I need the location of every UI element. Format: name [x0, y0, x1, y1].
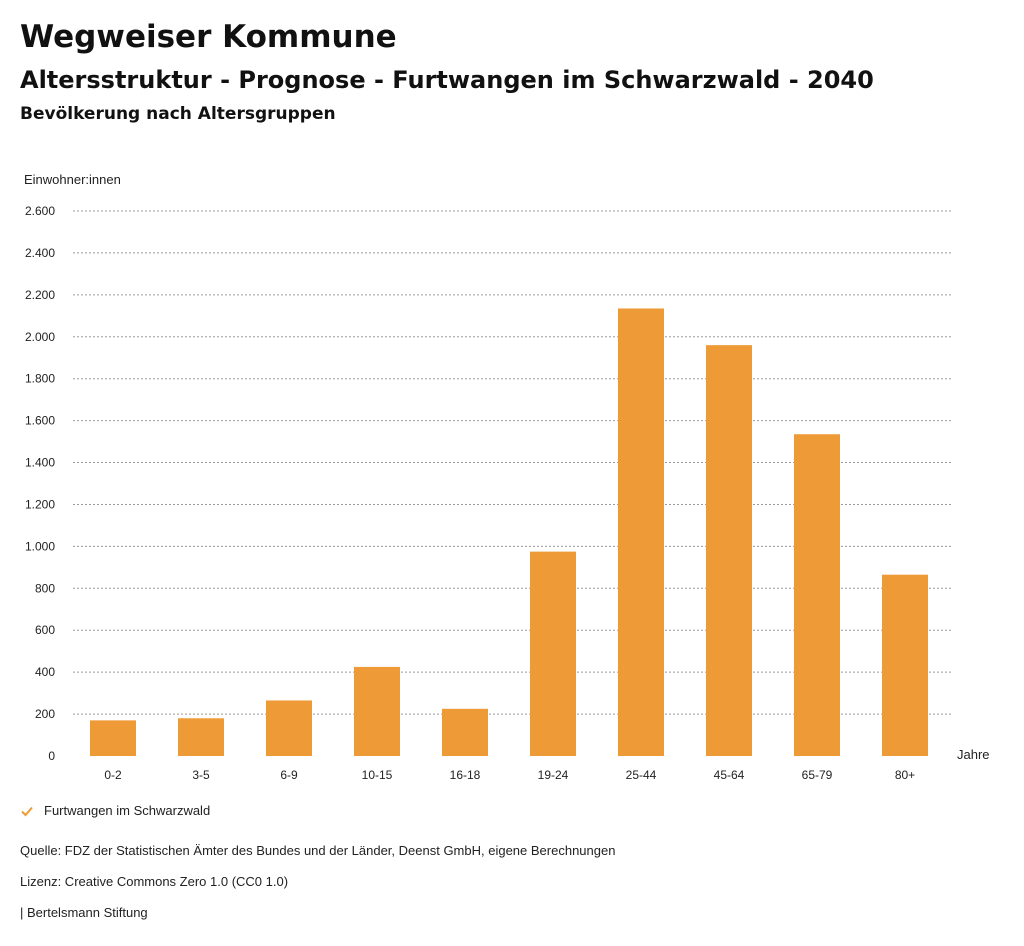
license-note: Lizenz: Creative Commons Zero 1.0 (CC0 1…	[20, 874, 289, 889]
legend-label: Furtwangen im Schwarzwald	[44, 803, 211, 818]
x-tick-label: 3-5	[192, 768, 210, 782]
y-tick-label: 400	[35, 665, 55, 679]
x-axis-title: Jahre	[957, 747, 990, 762]
bar-65-79[interactable]	[794, 434, 840, 756]
bar-chart: Einwohner:innen Jahre 0 200 400 600 800 1.000…	[24, 172, 990, 782]
x-tick-label: 45-64	[714, 768, 745, 782]
x-axis-ticks: 0-2 3-5 6-9 10-15 16-18 19-24 25-44 45-64 65-79 8…	[104, 768, 915, 782]
page-title: Wegweiser Kommune	[20, 19, 397, 55]
y-tick-label: 1.200	[25, 497, 55, 511]
x-tick-label: 0-2	[104, 768, 122, 782]
source-note: Quelle: FDZ der Statistischen Ämter des …	[20, 843, 616, 858]
y-tick-label: 800	[35, 581, 55, 595]
bar-3-5[interactable]	[178, 718, 224, 756]
y-tick-label: 2.400	[25, 246, 55, 260]
x-tick-label: 10-15	[362, 768, 393, 782]
x-tick-label: 6-9	[280, 768, 298, 782]
y-tick-label: 1.600	[25, 414, 55, 428]
y-axis-title: Einwohner:innen	[24, 172, 121, 187]
x-tick-label: 80+	[895, 768, 915, 782]
y-tick-label: 0	[48, 749, 55, 763]
bar-10-15[interactable]	[354, 666, 400, 756]
bar-80+[interactable]	[882, 574, 928, 756]
chart-subtitle: Altersstruktur - Prognose - Furtwangen i…	[20, 66, 874, 94]
y-tick-label: 2.200	[25, 288, 55, 302]
bars	[90, 308, 928, 756]
x-tick-label: 16-18	[450, 768, 481, 782]
brand-note: | Bertelsmann Stiftung	[20, 905, 148, 920]
bar-25-44[interactable]	[618, 308, 664, 756]
legend-item[interactable]: Furtwangen im Schwarzwald	[20, 803, 210, 818]
y-tick-label: 1.000	[25, 539, 55, 553]
bar-6-9[interactable]	[266, 700, 312, 756]
x-tick-label: 25-44	[626, 768, 657, 782]
check-icon	[21, 806, 33, 816]
bar-45-64[interactable]	[706, 345, 752, 756]
y-tick-label: 600	[35, 623, 55, 637]
y-tick-label: 2.600	[25, 204, 55, 218]
bar-0-2[interactable]	[90, 720, 136, 756]
x-tick-label: 19-24	[538, 768, 569, 782]
chart-subsubtitle: Bevölkerung nach Altersgruppen	[20, 104, 336, 124]
bar-19-24[interactable]	[530, 551, 576, 756]
y-tick-label: 1.400	[25, 456, 55, 470]
y-axis-ticks: 0 200 400 600 800 1.000 1.200 1.400 1.600 1.800 2.…	[25, 204, 55, 763]
y-tick-label: 1.800	[25, 372, 55, 386]
y-tick-label: 200	[35, 707, 55, 721]
x-tick-label: 65-79	[802, 768, 833, 782]
bar-16-18[interactable]	[442, 708, 488, 756]
y-tick-label: 2.000	[25, 330, 55, 344]
chart-header: Wegweiser Kommune Altersstruktur - Progn…	[20, 18, 874, 126]
